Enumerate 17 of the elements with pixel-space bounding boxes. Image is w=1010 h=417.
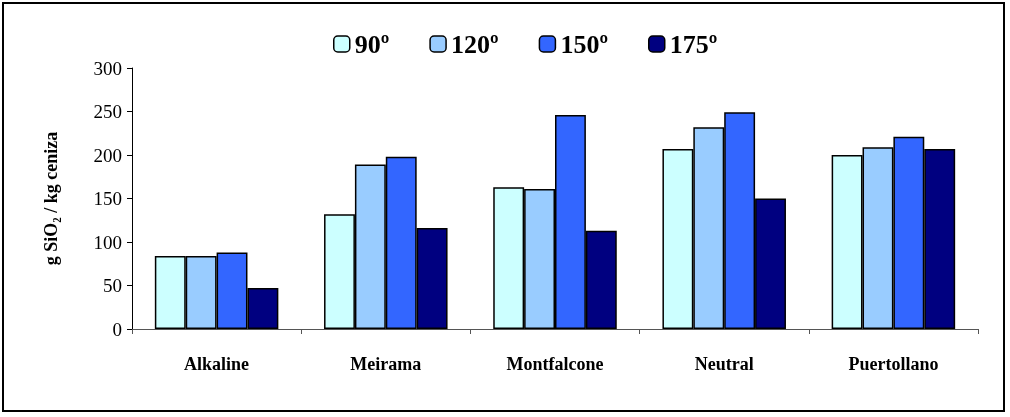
legend-label: 150º (560, 29, 609, 59)
y-tick-label: 200 (93, 144, 122, 166)
y-tick-label: 150 (93, 188, 122, 209)
x-tick-label: Puertollano (848, 354, 939, 374)
y-tick-label: 50 (103, 275, 122, 296)
y-tick-label: 300 (93, 57, 122, 79)
legend-label: 175º (669, 29, 718, 59)
y-tick-label: 0 (112, 318, 122, 340)
x-tick-label: Meirama (350, 354, 422, 374)
x-tick-label: Neutral (694, 354, 754, 374)
y-tick-label: 250 (93, 101, 122, 122)
x-tick-label: Montfalcone (506, 354, 604, 374)
x-tick-label: Alkaline (184, 354, 250, 374)
y-tick-label: 100 (93, 231, 122, 253)
y-axis-title: g SiO₂ / kg ceniza (41, 131, 61, 266)
legend-label: 90º (354, 29, 390, 59)
legend-label: 120º (451, 29, 499, 59)
